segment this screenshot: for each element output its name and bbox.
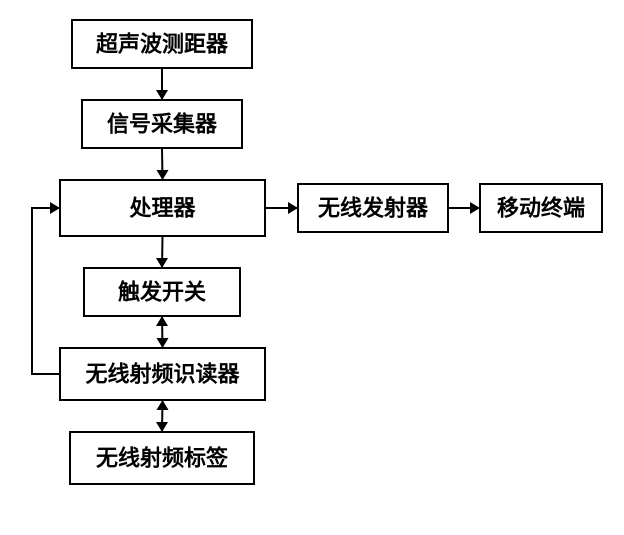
node-label-rfid_reader: 无线射频识读器 [85,362,240,387]
node-rfid_reader: 无线射频识读器 [60,348,265,400]
arrowhead [156,422,168,432]
arrowhead [288,202,298,214]
arrowhead [156,258,168,268]
arrowhead [156,316,168,326]
arrowhead [157,338,169,348]
edge-feedback [32,208,60,374]
node-trigger: 触发开关 [84,268,240,316]
arrowhead [470,202,480,214]
node-label-trigger: 触发开关 [118,280,206,305]
node-terminal: 移动终端 [480,184,602,232]
arrowhead [157,400,169,410]
arrowhead [157,170,169,180]
node-label-terminal: 移动终端 [497,196,585,221]
node-rfid_tag: 无线射频标签 [70,432,254,484]
node-ultrasonic: 超声波测距器 [72,20,252,68]
node-label-processor: 处理器 [128,196,196,221]
node-collector: 信号采集器 [82,100,242,148]
node-label-ultrasonic: 超声波测距器 [96,32,229,57]
node-label-transmitter: 无线发射器 [318,196,429,221]
node-transmitter: 无线发射器 [298,184,448,232]
arrowhead [156,90,168,100]
node-processor: 处理器 [60,180,265,236]
arrowhead [50,202,60,214]
node-label-rfid_tag: 无线射频标签 [96,446,229,471]
node-label-collector: 信号采集器 [107,112,218,137]
